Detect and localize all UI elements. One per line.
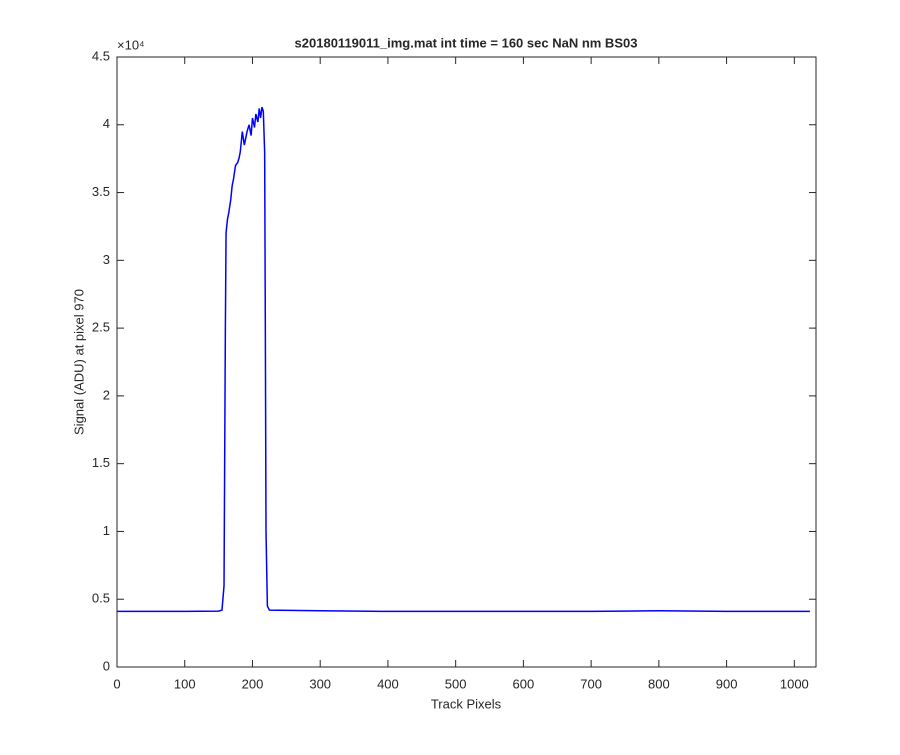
y-tick-label: 2 (103, 387, 110, 402)
y-tick-label: 3 (103, 252, 110, 267)
data-line (117, 106, 810, 613)
y-tick-label: 0 (103, 658, 110, 673)
x-tick-label: 0 (113, 676, 120, 691)
x-tick-label: 1000 (780, 676, 809, 691)
y-tick-label: 1 (103, 523, 110, 538)
x-tick-label: 200 (242, 676, 264, 691)
x-tick-label: 300 (309, 676, 331, 691)
y-tick-label: 1.5 (92, 455, 110, 470)
y-tick-label: 3.5 (92, 184, 110, 199)
x-tick-label: 400 (377, 676, 399, 691)
y-tick-label: 0.5 (92, 591, 110, 606)
y-tick-label: 4 (103, 116, 110, 131)
x-axis-label: Track Pixels (431, 696, 502, 711)
y-tick-label: 2.5 (92, 320, 110, 335)
x-tick-label: 700 (580, 676, 602, 691)
x-tick-label: 100 (174, 676, 196, 691)
y-axis-label: Signal (ADU) at pixel 970 (71, 289, 86, 435)
y-exponent: ×10⁴ (117, 37, 145, 52)
x-tick-label: 500 (445, 676, 467, 691)
x-tick-label: 800 (648, 676, 670, 691)
x-tick-label: 900 (716, 676, 738, 691)
y-tick-label: 4.5 (92, 48, 110, 63)
axes-box (116, 56, 817, 668)
chart-title: s20180119011_img.mat int time = 160 sec … (295, 35, 638, 50)
x-tick-label: 600 (513, 676, 535, 691)
